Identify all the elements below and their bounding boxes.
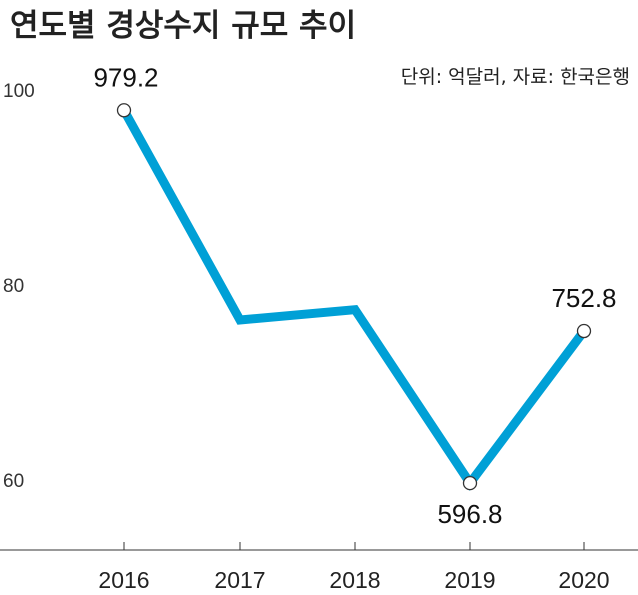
y-tick-label-60: 60 — [3, 471, 24, 492]
x-axis-ticks: 2016 2017 2018 2019 2020 — [98, 542, 610, 593]
markers-group — [116, 103, 592, 491]
data-point-2020 — [576, 323, 592, 339]
y-tick-label-100: 100 — [3, 81, 35, 102]
data-point-2019 — [462, 475, 478, 491]
x-tick-label-2019: 2019 — [444, 567, 495, 593]
data-label-2016: 979.2 — [93, 62, 158, 92]
series-line — [120, 108, 588, 491]
series-group — [120, 108, 588, 491]
chart-title: 연도별 경상수지 규모 추이 — [10, 8, 356, 44]
x-tick-label-2018: 2018 — [329, 567, 380, 593]
data-labels-group: 979.2 596.8 752.8 — [93, 62, 616, 529]
x-tick-label-2020: 2020 — [558, 567, 609, 593]
chart-subtitle: 단위: 억달러, 자료: 한국은행 — [401, 66, 630, 88]
data-label-2019: 596.8 — [437, 499, 502, 529]
x-tick-label-2017: 2017 — [214, 567, 265, 593]
y-axis-ticks: 100 80 60 — [3, 81, 35, 492]
x-tick-label-2016: 2016 — [98, 567, 149, 593]
y-tick-label-80: 80 — [3, 276, 24, 297]
data-point-2016 — [116, 103, 132, 118]
data-label-2020: 752.8 — [551, 283, 616, 313]
